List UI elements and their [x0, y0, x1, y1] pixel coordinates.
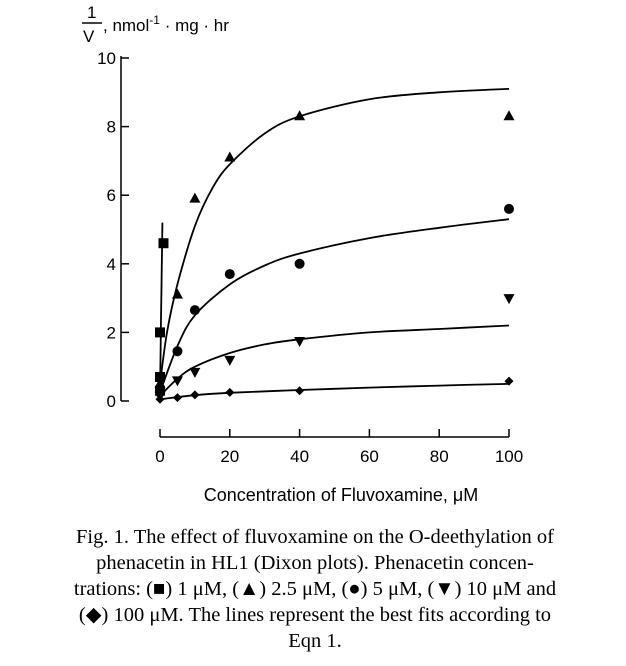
- triangle-up-point: [224, 151, 236, 162]
- data-markers: [154, 110, 515, 404]
- caption-line: phenacetin in HL1 (Dixon plots). Phenace…: [96, 552, 534, 574]
- x-tick-label: 100: [495, 447, 523, 466]
- diamond-point: [155, 394, 165, 404]
- y-axis-title-denominator: V: [83, 27, 95, 46]
- y-axis-title-units: , nmol-1 · mg · hr: [103, 13, 229, 35]
- triangle-up-point: [294, 110, 306, 121]
- x-tick-label: 40: [290, 447, 309, 466]
- y-axis-title-units-rest: · mg · hr: [160, 16, 229, 35]
- caption-line: Fig. 1. The effect of fluvoxamine on the…: [75, 526, 555, 548]
- circle-point: [224, 269, 235, 280]
- y-tick-label: 2: [107, 323, 116, 342]
- x-tick-label: 20: [220, 447, 239, 466]
- triangle-down-point: [189, 367, 201, 378]
- triangle-up-point: [171, 288, 183, 299]
- circle-point: [189, 305, 200, 316]
- circle-point: [504, 203, 514, 214]
- y-tick-label: 0: [107, 392, 116, 411]
- fit-line-square: [159, 222, 164, 391]
- fit-line-triangle-down: [159, 324, 510, 397]
- triangle-down-point: [294, 336, 306, 347]
- x-tick-label: 80: [430, 447, 449, 466]
- square-point: [155, 327, 165, 338]
- square-point: [158, 238, 169, 249]
- y-tick-label: 6: [107, 186, 116, 205]
- diamond-point: [295, 386, 305, 396]
- y-tick-label: 8: [107, 118, 116, 137]
- y-axis-title-numerator: 1: [87, 3, 96, 22]
- y-tick-label: 4: [107, 255, 116, 274]
- fit-line-circle: [159, 218, 510, 393]
- triangle-down-point: [171, 376, 183, 387]
- triangle-up-point: [503, 110, 515, 121]
- diamond-point: [225, 387, 235, 397]
- triangle-up-point: [189, 192, 201, 203]
- circle-point: [294, 258, 305, 269]
- caption-line: trations: (■) 1 μM, (▲) 2.5 μM, (●) 5 μM…: [73, 578, 557, 600]
- square-point: [155, 371, 165, 382]
- caption-line: Eqn 1.: [288, 630, 342, 652]
- caption-line: (◆) 100 μM. The lines represent the best…: [78, 604, 552, 626]
- y-tick-label: 10: [97, 49, 116, 68]
- diamond-point: [504, 376, 514, 386]
- fit-lines: [159, 88, 510, 401]
- diamond-point: [190, 390, 200, 400]
- circle-point: [172, 346, 183, 357]
- triangle-down-point: [224, 355, 236, 366]
- diamond-point: [172, 393, 182, 403]
- x-tick-label: 0: [155, 447, 164, 466]
- triangle-down-point: [503, 294, 515, 305]
- fit-line-triangle-up: [159, 88, 510, 385]
- x-axis-title: Concentration of Fluvoxamine, μM: [204, 485, 479, 505]
- figure-caption: Fig. 1. The effect of fluvoxamine on the…: [8, 524, 622, 654]
- y-axis-title-units-sup: -1: [149, 13, 160, 27]
- y-axis-title: 1 V , nmol-1 · mg · hr: [82, 3, 229, 46]
- fit-line-diamond: [159, 383, 510, 401]
- x-tick-label: 60: [360, 447, 379, 466]
- y-axis-title-units-main: , nmol: [103, 16, 149, 35]
- triangle-up-point: [154, 377, 166, 388]
